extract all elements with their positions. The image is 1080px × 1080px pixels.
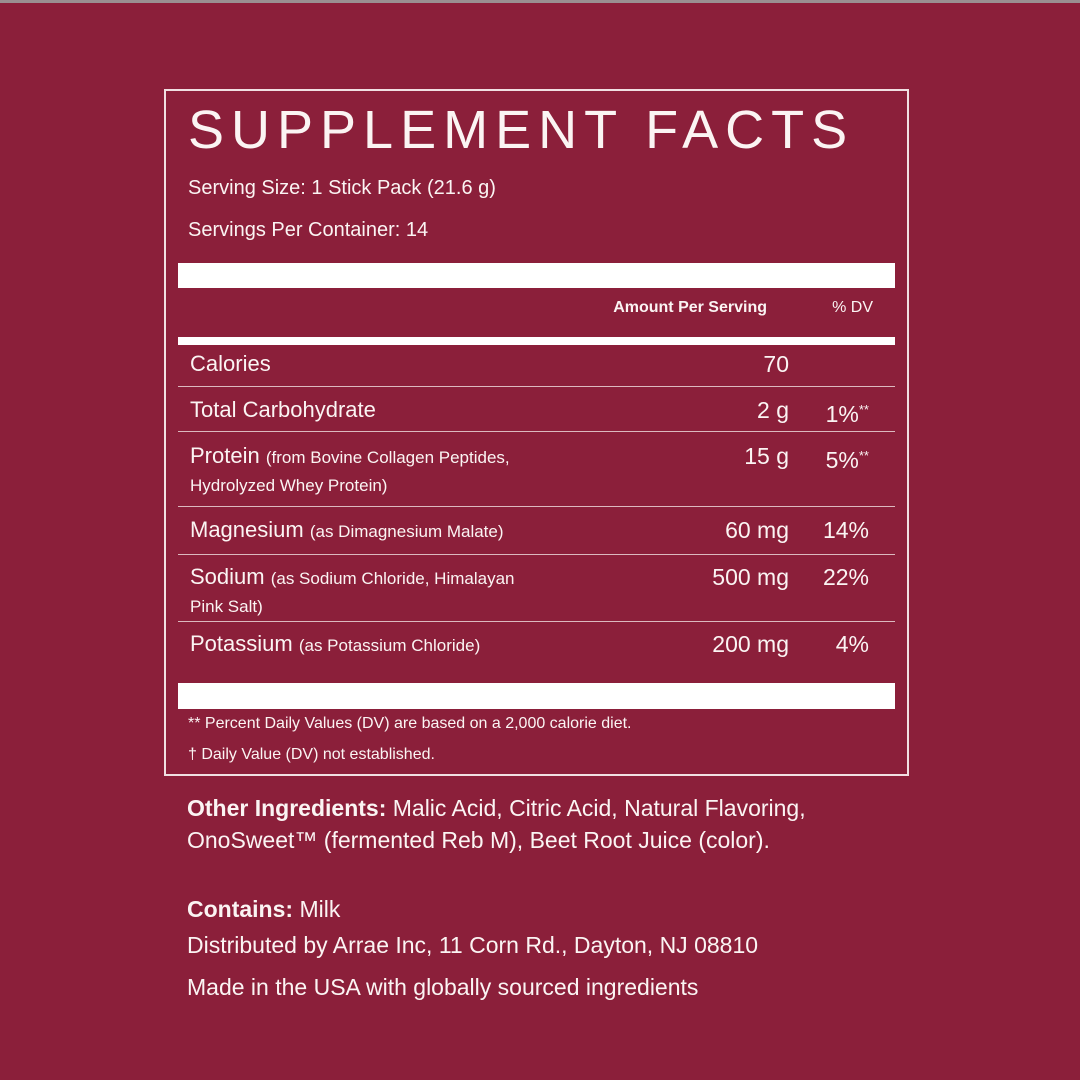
dv-header: % DV	[832, 299, 873, 316]
nutrient-label: Potassium	[190, 631, 293, 656]
nutrient-label: Sodium	[190, 564, 265, 589]
nutrient-amount: 2 g	[757, 397, 789, 423]
nutrient-dv: 4%	[835, 631, 869, 657]
nutrient-name: Calories	[190, 351, 271, 376]
nutrient-dv: 22%	[822, 564, 869, 590]
amount-header: Amount Per Serving	[613, 299, 767, 316]
nutrient-amount: 60 mg	[725, 517, 789, 543]
other-ingredients-label: Other Ingredients:	[187, 795, 387, 821]
distributor: Distributed by Arrae Inc, 11 Corn Rd., D…	[187, 932, 759, 958]
nutrient-detail: (as Sodium Chloride, Himalayan	[270, 569, 515, 588]
nutrient-amount: 200 mg	[712, 631, 789, 657]
servings-per-container: Servings Per Container: 14	[188, 219, 429, 241]
nutrient-dv: 5%**	[826, 443, 869, 473]
nutrient-name: Potassium (as Potassium Chloride)	[190, 631, 480, 659]
footnote-dagger: † Daily Value (DV) not established.	[188, 746, 435, 763]
supplement-facts-panel: SUPPLEMENT FACTS Serving Size: 1 Stick P…	[164, 89, 909, 776]
nutrient-dv: 1%**	[826, 397, 869, 427]
row-divider	[178, 506, 895, 507]
dv-mark: **	[858, 448, 869, 463]
allergen-contains: Contains: Milk	[187, 893, 837, 925]
divider-thick-bottom	[178, 683, 895, 709]
nutrient-amount: 500 mg	[712, 564, 789, 590]
contains-label: Contains:	[187, 896, 294, 922]
contains-text: Milk	[293, 896, 341, 922]
nutrient-detail: (as Dimagnesium Malate)	[309, 522, 504, 541]
nutrient-detail: (as Potassium Chloride)	[298, 636, 481, 655]
serving-size: Serving Size: 1 Stick Pack (21.6 g)	[188, 177, 496, 199]
nutrient-name: Total Carbohydrate	[190, 397, 376, 422]
panel-title: SUPPLEMENT FACTS	[188, 100, 855, 160]
nutrient-label: Protein	[190, 443, 260, 468]
row-divider	[178, 386, 895, 387]
nutrient-name: Magnesium (as Dimagnesium Malate)	[190, 517, 504, 545]
nutrient-label: Magnesium	[190, 517, 304, 542]
nutrient-name: Sodium (as Sodium Chloride, Himalayan Pin…	[190, 564, 515, 620]
nutrient-detail-cont: Hydrolyzed Whey Protein)	[190, 476, 388, 495]
other-ingredients-text: Malic Acid, Citric Acid, Natural Flavori…	[187, 795, 806, 853]
footnote-dv: ** Percent Daily Values (DV) are based o…	[188, 715, 632, 732]
row-divider	[178, 431, 895, 432]
dv-mark: **	[858, 402, 869, 417]
nutrient-dv: 14%	[822, 517, 869, 543]
other-ingredients: Other Ingredients: Malic Acid, Citric Ac…	[187, 792, 837, 856]
row-divider	[178, 554, 895, 555]
row-divider	[178, 621, 895, 622]
divider-medium	[178, 337, 895, 345]
divider-thick	[178, 263, 895, 288]
made-in: Made in the USA with globally sourced in…	[187, 974, 699, 1000]
dv-value: 5%	[825, 447, 859, 473]
top-edge	[0, 0, 1080, 3]
dv-value: 1%	[825, 401, 859, 427]
nutrient-detail: (from Bovine Collagen Peptides,	[265, 448, 510, 467]
nutrient-amount: 70	[763, 351, 789, 377]
nutrient-detail-cont: Pink Salt)	[190, 597, 263, 616]
nutrient-name: Protein (from Bovine Collagen Peptides, H…	[190, 443, 510, 499]
nutrient-amount: 15 g	[744, 443, 789, 469]
